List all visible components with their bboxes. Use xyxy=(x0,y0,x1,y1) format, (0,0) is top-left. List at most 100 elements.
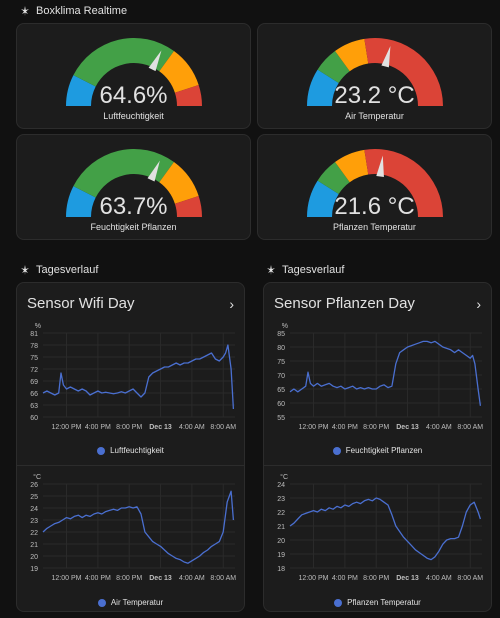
gauge-segment-3 xyxy=(364,38,443,106)
x-tick-label: 8:00 AM xyxy=(457,424,483,431)
y-tick-label: 22 xyxy=(30,530,38,537)
y-tick-label: 22 xyxy=(277,510,285,517)
y-tick-label: 24 xyxy=(30,506,38,513)
gauge-segment-2 xyxy=(159,161,199,204)
legend-label: Luftfeuchtigkeit xyxy=(110,446,164,455)
y-tick-label: 21 xyxy=(30,542,38,549)
gauge-segment-0 xyxy=(66,186,96,217)
gauge-card-humidity-air[interactable]: 64.6% Luftfeuchtigkeit xyxy=(16,23,251,129)
x-tick-label: Dec 13 xyxy=(396,575,419,582)
chart-humidity-plants[interactable]: % 55 60 65 70 75 80 85 12:00 PM 4:00 PM 8:00 PM Dec… xyxy=(264,321,493,441)
x-tick-label: 12:00 PM xyxy=(299,424,329,431)
legend-label: Air Temperatur xyxy=(110,598,164,607)
y-tick-label: 75 xyxy=(30,355,38,362)
x-tick-label: 8:00 PM xyxy=(116,424,142,431)
y-tick-label: 60 xyxy=(277,401,285,408)
gauge-segment-0 xyxy=(307,69,339,106)
y-tick-label: 60 xyxy=(30,415,38,422)
x-tick-label: Dec 13 xyxy=(396,424,419,431)
gauge-segment-3 xyxy=(174,84,202,106)
gauge-needle xyxy=(147,160,160,182)
cannabis-leaf-icon xyxy=(21,6,29,16)
gauge-card-air-temperature[interactable]: 23.2 °C Air Temperatur xyxy=(257,23,492,129)
y-tick-label: 85 xyxy=(277,331,285,338)
history-section-header-right: Tagesverlauf xyxy=(266,264,344,276)
y-tick-label: 70 xyxy=(277,373,285,380)
gauge-value: 23.2 °C xyxy=(334,82,415,109)
y-tick-label: 20 xyxy=(277,538,285,545)
y-tick-label: 69 xyxy=(30,379,38,386)
history-card-sensor-wifi[interactable]: Sensor Wifi Day › % 60 63 66 69 72 75 78 81 12:00… xyxy=(16,282,245,612)
realtime-section-title: Boxklima Realtime xyxy=(36,5,128,17)
gauge-label: Feuchtigkeit Pflanzen xyxy=(90,222,177,232)
y-tick-label: 18 xyxy=(277,566,285,573)
series-line xyxy=(42,344,235,410)
chevron-right-icon[interactable]: › xyxy=(476,296,481,312)
chart-legend[interactable]: Luftfeuchtigkeit xyxy=(17,446,244,455)
history-card-title[interactable]: Sensor Wifi Day xyxy=(27,295,135,312)
history-card-title[interactable]: Sensor Pflanzen Day xyxy=(274,295,415,312)
x-tick-label: 4:00 PM xyxy=(85,424,111,431)
chart-humidity-wifi[interactable]: % 60 63 66 69 72 75 78 81 12:00 PM 4:00 PM 8:00 PM D… xyxy=(17,321,246,441)
y-tick-label: 78 xyxy=(30,343,38,350)
legend-dot xyxy=(97,598,106,607)
x-tick-label: 8:00 PM xyxy=(363,424,389,431)
legend-label: Pflanzen Temperatur xyxy=(347,598,421,607)
x-tick-label: 12:00 PM xyxy=(52,575,82,582)
y-tick-label: 19 xyxy=(30,566,38,573)
y-axis-unit: % xyxy=(282,323,288,330)
y-tick-label: 25 xyxy=(30,494,38,501)
legend-dot xyxy=(332,446,341,455)
y-axis-unit: % xyxy=(35,323,41,330)
divider xyxy=(17,465,244,466)
history-card-sensor-pflanzen[interactable]: Sensor Pflanzen Day › % 55 60 65 70 75 80 85 12:… xyxy=(263,282,492,612)
gauge-card-humidity-plants[interactable]: 63.7% Feuchtigkeit Pflanzen xyxy=(16,134,251,240)
gauge-value: 21.6 °C xyxy=(334,193,415,220)
x-tick-label: Dec 13 xyxy=(149,575,172,582)
gauge-label: Air Temperatur xyxy=(345,111,404,121)
y-axis-unit: °C xyxy=(33,473,41,481)
chart-temperature-plants[interactable]: °C 18 19 20 21 22 23 24 12:00 PM 4:00 PM 8:00 PM De… xyxy=(264,472,493,592)
x-tick-label: 4:00 PM xyxy=(332,575,358,582)
x-tick-label: 4:00 AM xyxy=(179,575,205,582)
y-tick-label: 26 xyxy=(30,482,38,489)
chart-legend[interactable]: Air Temperatur xyxy=(17,598,244,607)
chart-legend[interactable]: Feuchtigkeit Pflanzen xyxy=(264,446,491,455)
y-tick-label: 24 xyxy=(277,482,285,489)
gauge-segment-0 xyxy=(307,180,339,217)
gauge-segment-2 xyxy=(335,149,369,183)
y-axis-unit: °C xyxy=(280,473,288,481)
gauge-value: 63.7% xyxy=(99,193,168,220)
gauge-segment-1 xyxy=(317,161,350,194)
series-line xyxy=(42,490,235,564)
gauge-label: Luftfeuchtigkeit xyxy=(103,111,164,121)
series-line xyxy=(289,497,482,561)
divider xyxy=(264,465,491,466)
x-tick-label: 8:00 AM xyxy=(210,575,236,582)
gauge-card-plants-temperature[interactable]: 21.6 °C Pflanzen Temperatur xyxy=(257,134,492,240)
legend-dot xyxy=(97,446,106,455)
x-tick-label: 4:00 AM xyxy=(179,424,205,431)
gauge-label: Pflanzen Temperatur xyxy=(333,222,416,232)
gauge-svg xyxy=(307,38,443,106)
gauge-segment-1 xyxy=(73,149,174,198)
y-tick-label: 21 xyxy=(277,524,285,531)
y-tick-label: 80 xyxy=(277,345,285,352)
gauge-needle xyxy=(381,45,391,68)
legend-dot xyxy=(334,598,343,607)
chart-temperature-wifi[interactable]: °C 19 20 21 22 23 24 25 26 12:00 PM 4:00 PM 8:00 PM… xyxy=(17,472,246,592)
gauge-svg xyxy=(307,149,443,217)
y-tick-label: 55 xyxy=(277,415,285,422)
x-tick-label: Dec 13 xyxy=(149,424,172,431)
gauge-segment-3 xyxy=(364,149,443,217)
gauge-segment-1 xyxy=(317,50,350,83)
x-tick-label: 8:00 PM xyxy=(116,575,142,582)
y-tick-label: 23 xyxy=(277,496,285,503)
cannabis-leaf-icon xyxy=(267,265,275,275)
chart-legend[interactable]: Pflanzen Temperatur xyxy=(264,598,491,607)
x-tick-label: 4:00 PM xyxy=(332,424,358,431)
chevron-right-icon[interactable]: › xyxy=(229,296,234,312)
gauge-svg xyxy=(66,37,202,106)
x-tick-label: 4:00 AM xyxy=(426,575,452,582)
gauge-segment-2 xyxy=(159,50,199,93)
